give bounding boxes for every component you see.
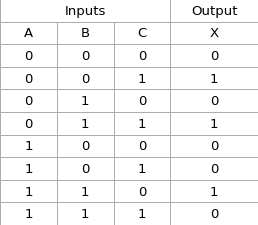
Text: 1: 1 — [81, 117, 89, 130]
Text: 1: 1 — [138, 162, 146, 175]
Text: A: A — [24, 27, 33, 40]
Text: 0: 0 — [210, 162, 218, 175]
Text: 0: 0 — [24, 95, 33, 108]
Text: 0: 0 — [81, 72, 89, 85]
Text: 1: 1 — [138, 72, 146, 85]
Text: X: X — [209, 27, 219, 40]
Text: Output: Output — [191, 5, 237, 18]
Text: 0: 0 — [210, 207, 218, 220]
Text: 1: 1 — [24, 162, 33, 175]
Text: 0: 0 — [210, 50, 218, 63]
Text: 0: 0 — [138, 50, 146, 63]
Text: B: B — [80, 27, 90, 40]
Text: 0: 0 — [81, 140, 89, 153]
Text: 1: 1 — [210, 117, 218, 130]
Text: 1: 1 — [138, 207, 146, 220]
Text: 0: 0 — [24, 50, 33, 63]
Text: 0: 0 — [24, 117, 33, 130]
Text: 1: 1 — [81, 207, 89, 220]
Text: 1: 1 — [81, 95, 89, 108]
Text: C: C — [137, 27, 147, 40]
Text: 0: 0 — [138, 185, 146, 198]
Text: 0: 0 — [24, 72, 33, 85]
Text: 0: 0 — [210, 140, 218, 153]
Text: 0: 0 — [138, 140, 146, 153]
Text: 1: 1 — [210, 72, 218, 85]
Text: 0: 0 — [138, 95, 146, 108]
Text: 1: 1 — [24, 140, 33, 153]
Text: 1: 1 — [81, 185, 89, 198]
Text: 0: 0 — [81, 50, 89, 63]
Text: 0: 0 — [210, 95, 218, 108]
Text: Inputs: Inputs — [64, 5, 106, 18]
Text: 0: 0 — [81, 162, 89, 175]
Text: 1: 1 — [24, 207, 33, 220]
Text: 1: 1 — [210, 185, 218, 198]
Text: 1: 1 — [24, 185, 33, 198]
Text: 1: 1 — [138, 117, 146, 130]
